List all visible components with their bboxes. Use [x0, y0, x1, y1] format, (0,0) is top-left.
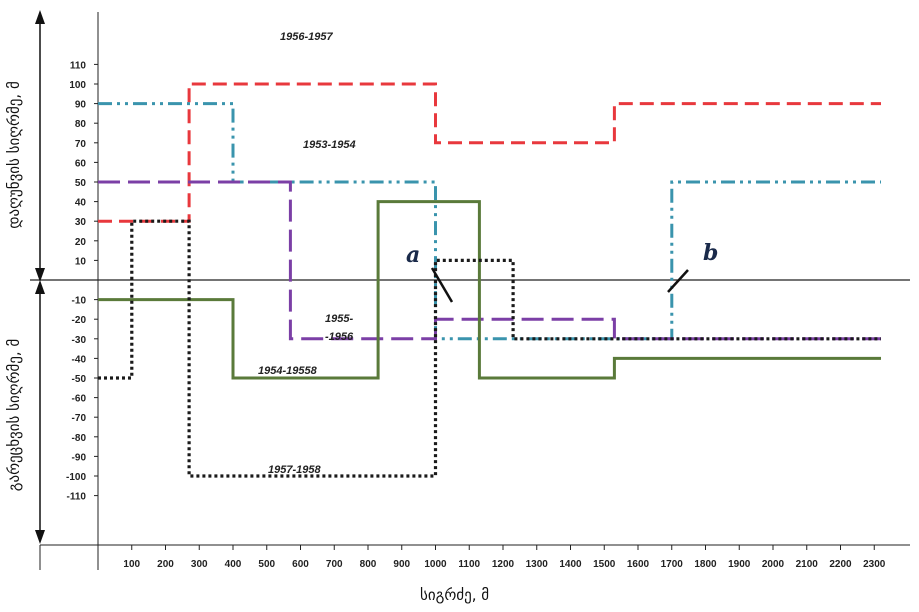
x-tick-label: 1100 — [458, 559, 480, 570]
series-line-1 — [98, 102, 881, 341]
y-tick-label: 30 — [75, 217, 87, 228]
y-tick-label: 110 — [70, 60, 87, 71]
series-layer — [98, 82, 881, 478]
marker-b-label: b — [703, 240, 718, 266]
y-tick-label: -60 — [72, 394, 87, 405]
x-tick-label: 1800 — [694, 559, 717, 570]
bottom-depth-arrow-head-up — [35, 280, 45, 294]
series-line-0 — [98, 82, 881, 223]
x-tick-label: 500 — [258, 559, 275, 570]
x-tick-label: 1900 — [728, 559, 751, 570]
x-tick-label: 600 — [292, 559, 309, 570]
axes — [30, 10, 910, 570]
bottom-depth-arrow-head-down — [35, 530, 45, 544]
y-tick-label: -100 — [66, 472, 86, 483]
x-tick-label: 1600 — [627, 559, 650, 570]
x-tick-label: 1400 — [559, 559, 582, 570]
y-tick-label: 50 — [75, 178, 87, 189]
x-tick-label: 1200 — [492, 559, 515, 570]
x-tick-label: 2200 — [829, 559, 852, 570]
tick-labels: 100 200 300 400 500 600 700 800 900 1000 1100 1200 1… — [66, 60, 886, 570]
series-label-1957-1958: 1957-1958 — [268, 464, 321, 476]
x-tick-label: 800 — [360, 559, 377, 570]
y-tick-label: 10 — [75, 256, 87, 267]
y-tick-label: -50 — [72, 374, 87, 385]
x-tick-label: 200 — [157, 559, 174, 570]
x-axis-title: სიგრძე, მ — [420, 586, 489, 604]
y-axis-title-top: დაღუნვის სიღრმე, მ — [5, 81, 23, 229]
y-tick-label: -20 — [72, 315, 87, 326]
y-tick-label: -70 — [72, 413, 87, 424]
y-tick-label: -90 — [72, 452, 87, 463]
series-label-1955-1956-part1: 1955- — [325, 313, 353, 325]
series-label-1955-1956: 1955- -1956 — [325, 313, 356, 343]
series-line-2 — [98, 180, 881, 341]
marker-a-stroke — [430, 267, 454, 303]
series-label-1954-19558: 1954-19558 — [258, 365, 318, 377]
series-label-1955-1956-part2: -1956 — [325, 331, 354, 343]
x-tick-label: 300 — [191, 559, 208, 570]
marker-a-label: a — [406, 242, 420, 268]
y-tick-label: -110 — [67, 492, 87, 503]
x-tick-label: 1700 — [661, 559, 684, 570]
x-tick-label: 400 — [225, 559, 242, 570]
x-tick-label: 2100 — [796, 559, 819, 570]
y-tick-label: 100 — [69, 80, 86, 91]
series-label-1953-1954: 1953-1954 — [303, 139, 356, 151]
x-tick-label: 1000 — [424, 559, 447, 570]
x-tick-label: 1300 — [526, 559, 549, 570]
y-tick-label: -40 — [72, 354, 87, 365]
y-tick-label: 40 — [75, 198, 87, 209]
x-tick-label: 900 — [393, 559, 410, 570]
x-tick-label: 700 — [326, 559, 343, 570]
y-tick-label: -10 — [72, 296, 87, 307]
x-tick-label: 2300 — [863, 559, 886, 570]
top-depth-arrow-head-up — [35, 10, 45, 24]
series-line-3 — [98, 200, 881, 380]
y-tick-label: -30 — [72, 335, 87, 346]
series-label-1956-1957: 1956-1957 — [280, 31, 333, 43]
series-line-4 — [98, 219, 881, 478]
marker-b-stroke — [667, 269, 689, 293]
y-axis-title-bottom: გარეცხვის სიღრმე, მ — [5, 339, 23, 492]
x-tick-label: 1500 — [593, 559, 616, 570]
x-tick-label: 100 — [123, 559, 140, 570]
y-tick-label: -80 — [72, 433, 87, 444]
top-depth-arrow-head-down — [35, 268, 45, 282]
x-tick-label: 2000 — [762, 559, 785, 570]
y-tick-label: 70 — [75, 139, 87, 150]
y-tick-label: 80 — [75, 119, 87, 130]
y-tick-label: 20 — [75, 237, 87, 248]
annotation-markers: a b — [406, 240, 718, 303]
y-tick-label: 90 — [75, 100, 87, 111]
y-tick-label: 60 — [75, 158, 87, 169]
